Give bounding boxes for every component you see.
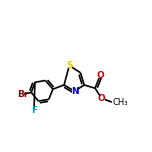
FancyBboxPatch shape: [15, 91, 24, 97]
Text: F: F: [31, 106, 37, 115]
FancyBboxPatch shape: [31, 109, 37, 113]
Text: Br: Br: [17, 90, 28, 99]
FancyBboxPatch shape: [66, 63, 72, 68]
FancyBboxPatch shape: [99, 96, 105, 101]
Text: S: S: [66, 61, 73, 70]
FancyBboxPatch shape: [97, 74, 103, 78]
Text: O: O: [96, 71, 104, 81]
Text: CH₃: CH₃: [113, 98, 128, 107]
Text: N: N: [71, 87, 78, 96]
FancyBboxPatch shape: [72, 89, 77, 93]
Text: O: O: [98, 94, 105, 103]
